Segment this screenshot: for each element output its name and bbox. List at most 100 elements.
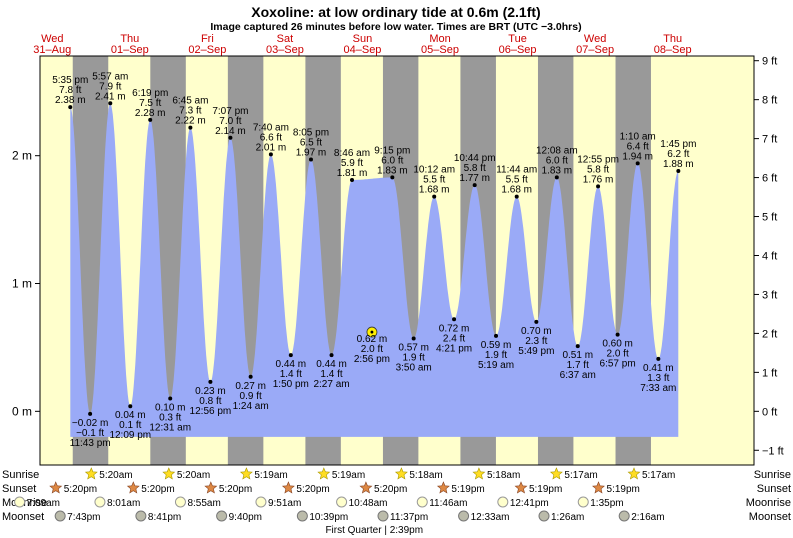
moonrise-time: 9:51am — [268, 498, 301, 509]
moonset-time: 8:41pm — [148, 512, 181, 523]
moonrise-time: 8:01am — [107, 498, 140, 509]
tide-height-ft: 2.0 ft — [361, 344, 383, 355]
sunset-time: 5:20pm — [219, 484, 252, 495]
current-tide-dot — [370, 330, 374, 334]
tide-height-ft: 5.8 ft — [587, 164, 609, 175]
sunset-time: 5:20pm — [141, 484, 174, 495]
tide-time: 6:19 pm — [132, 88, 168, 99]
high-tide-dot — [635, 161, 640, 166]
sunrise-time: 5:17am — [642, 470, 675, 481]
tide-time: 1:24 am — [233, 401, 269, 412]
y-tick-label-ft: 7 ft — [762, 134, 777, 146]
day-label-dow: Sun — [353, 33, 373, 45]
day-label-date: 06–Sep — [499, 44, 537, 56]
tide-height-m: 0.57 m — [398, 342, 429, 353]
y-tick-label-ft: 4 ft — [762, 250, 777, 262]
tide-label-high: 6:45 am7.3 ft2.22 m — [172, 96, 208, 127]
sunrise-time: 5:18am — [487, 470, 520, 481]
tide-label-high: 12:55 pm5.8 ft1.76 m — [577, 154, 619, 185]
tide-height-ft: 1.4 ft — [320, 369, 342, 380]
tide-height-ft: 2.3 ft — [525, 336, 547, 347]
y-tick-label-m: 0 m — [12, 404, 32, 418]
day-label-date: 08–Sep — [654, 44, 692, 56]
day-label-date: 07–Sep — [576, 44, 614, 56]
chart-subtitle: Image captured 26 minutes before low wat… — [210, 21, 581, 33]
moonset-time: 7:43pm — [67, 512, 100, 523]
y-tick-label-ft: 3 ft — [762, 289, 777, 301]
tide-time: 10:44 pm — [454, 153, 496, 164]
sun-star-icon — [549, 467, 563, 480]
sunrise-time: 5:20am — [177, 470, 210, 481]
tide-time: 5:19 am — [478, 360, 514, 371]
y-tick-label-ft: 6 ft — [762, 173, 777, 185]
sun-star-icon — [317, 467, 331, 480]
sun-star-icon — [162, 467, 176, 480]
tide-label-low: 0.41 m1.3 ft7:33 am — [640, 363, 676, 394]
tide-height-ft: 1.9 ft — [403, 352, 425, 363]
moonrise-icon — [577, 496, 589, 508]
tide-height-ft: 1.9 ft — [485, 350, 507, 361]
sun-star-icon — [592, 481, 605, 494]
tide-height-ft: 5.5 ft — [423, 175, 445, 186]
high-tide-dot — [268, 152, 273, 157]
low-tide-dot — [128, 404, 133, 409]
tide-label-current: 0.62 m2.0 ft2:56 pm — [354, 334, 390, 365]
tide-height-m: 1.77 m — [459, 173, 490, 184]
tide-height-m: 0.04 m — [115, 410, 146, 421]
moonrise-icon — [14, 496, 26, 508]
sun-star-icon — [239, 467, 253, 480]
tide-time: 7:33 am — [640, 383, 676, 394]
tide-height-ft: 0.3 ft — [159, 413, 181, 424]
day-label-date: 04–Sep — [344, 44, 382, 56]
sunset-time: 5:20pm — [374, 484, 407, 495]
tide-height-ft: 7.9 ft — [99, 81, 121, 92]
sunrise-time: 5:17am — [564, 470, 597, 481]
sun-star-icon — [359, 481, 373, 494]
tide-time: 12:08 am — [536, 145, 578, 156]
low-tide-dot — [168, 396, 173, 401]
tide-time: 2:56 pm — [354, 354, 390, 365]
tide-time: 12:56 pm — [190, 406, 232, 417]
sunset-time: 5:19pm — [607, 484, 640, 495]
low-tide-dot — [615, 332, 620, 337]
tide-height-ft: 6.0 ft — [546, 155, 568, 166]
tide-height-m: 0.44 m — [316, 359, 347, 370]
moonset-icon — [377, 510, 389, 522]
sunrise-time: 5:20am — [99, 470, 132, 481]
tide-time: 2:27 am — [313, 379, 349, 390]
low-tide-dot — [575, 344, 580, 349]
tide-label-low: 0.59 m1.9 ft5:19 am — [478, 340, 514, 371]
row-label-left: Moonset — [2, 511, 44, 523]
tide-time: 8:46 am — [334, 148, 370, 159]
tide-height-m: 0.41 m — [643, 363, 674, 374]
low-tide-dot — [329, 353, 334, 358]
high-tide-dot — [148, 117, 153, 122]
tide-time: 6:57 pm — [600, 359, 636, 370]
tide-label-low: 0.44 m1.4 ft1:50 pm — [273, 359, 309, 390]
tide-label-high: 10:44 pm5.8 ft1.77 m — [454, 153, 496, 184]
high-tide-dot — [308, 157, 313, 162]
tide-time: 1:10 am — [620, 131, 656, 142]
tide-height-ft: 6.0 ft — [381, 155, 403, 166]
tide-height-m: 0.44 m — [276, 359, 307, 370]
tide-height-m: 2.41 m — [95, 91, 126, 102]
day-label-dow: Wed — [584, 33, 606, 45]
tide-time: 8:05 pm — [293, 128, 329, 139]
y-tick-label-ft: 8 ft — [762, 95, 777, 107]
y-tick-label-ft: 5 ft — [762, 212, 777, 224]
row-label-right: Moonrise — [746, 497, 791, 509]
tide-height-m: 0.70 m — [521, 326, 552, 337]
tide-label-high: 12:08 am6.0 ft1.83 m — [536, 145, 578, 176]
tide-time: 12:09 pm — [109, 430, 151, 441]
tide-height-m: 0.59 m — [481, 340, 512, 351]
y-tick-label-ft: 2 ft — [762, 328, 777, 340]
tide-label-high: 9:15 pm6.0 ft1.83 m — [374, 145, 410, 176]
tide-height-ft: 7.5 ft — [139, 98, 161, 109]
low-tide-dot — [534, 319, 539, 324]
y-tick-label-ft: −1 ft — [762, 445, 784, 457]
tide-height-ft: 6.5 ft — [300, 138, 322, 149]
sun-star-icon — [394, 467, 408, 480]
